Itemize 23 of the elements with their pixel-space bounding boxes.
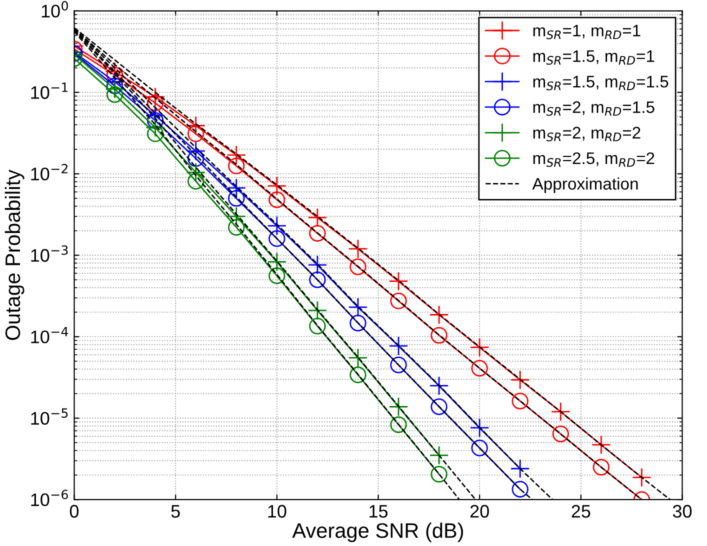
- y-tick-label: 10$^{−5}$: [31, 408, 68, 425]
- x-axis-title: Average SNR (dB): [292, 522, 464, 542]
- y-tick-label: 10$^{−4}$: [31, 326, 68, 344]
- legend-label: m$_{SR}$=2.5, m$_{RD}$=2: [533, 152, 654, 167]
- y-tick-label: 10$^{0}$: [42, 1, 68, 18]
- x-tick-label: 10: [268, 504, 286, 518]
- x-tick-label: 0: [70, 504, 79, 518]
- y-axis-title: Outage Probability: [4, 170, 24, 340]
- legend-label: m$_{SR}$=1.5, m$_{RD}$=1: [533, 50, 654, 65]
- x-tick-label: 30: [672, 504, 692, 518]
- legend-label: m$_{SR}$=1, m$_{RD}$=1: [533, 24, 640, 40]
- y-tick-label: 10$^{−6}$: [31, 490, 68, 506]
- legend-label: m$_{SR}$=2, m$_{RD}$=1.5: [533, 101, 654, 116]
- y-tick-label: 10$^{−2}$: [31, 164, 68, 180]
- y-tick-label: 10$^{−3}$: [31, 245, 68, 262]
- legend-label: m$_{SR}$=2, m$_{RD}$=2: [533, 126, 640, 142]
- legend-label: Approximation: [532, 177, 638, 194]
- x-tick-label: 25: [572, 504, 590, 518]
- y-tick-label: 10$^{−1}$: [31, 82, 68, 99]
- legend-label: m$_{SR}$=1.5, m$_{RD}$=1.5: [533, 76, 668, 90]
- x-tick-label: 5: [171, 505, 180, 518]
- x-tick-label: 20: [470, 504, 489, 518]
- x-tick-label: 15: [370, 505, 388, 518]
